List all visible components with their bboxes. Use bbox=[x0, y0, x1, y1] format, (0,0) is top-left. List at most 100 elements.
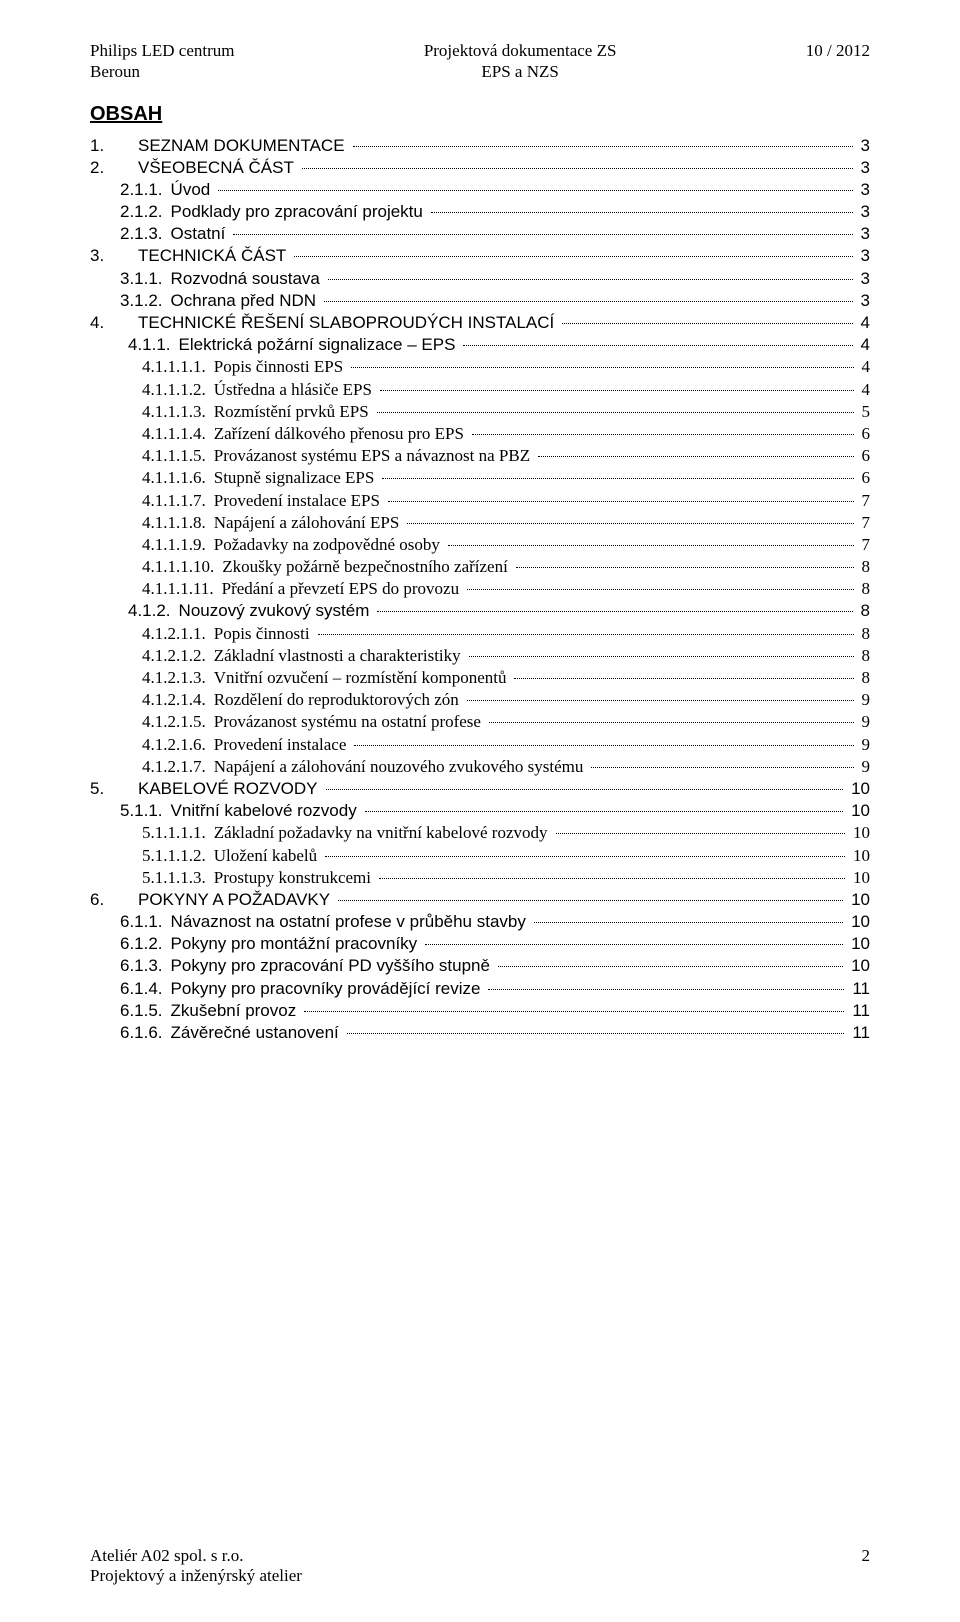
toc-number: 5.1.1. bbox=[120, 801, 171, 821]
toc-number: 4.1.2.1.1. bbox=[142, 624, 214, 644]
toc-page: 9 bbox=[858, 690, 871, 710]
toc-number: 4.1.1.1.5. bbox=[142, 446, 214, 466]
toc-label: POKYNY A POŽADAVKY bbox=[138, 890, 334, 910]
toc-row: 4.1.1.1.7.Provedení instalace EPS7 bbox=[90, 491, 870, 511]
toc-page: 3 bbox=[857, 158, 870, 178]
toc-leader-dots bbox=[302, 168, 853, 169]
toc-label: Nouzový zvukový systém bbox=[179, 601, 374, 621]
toc-number: 6.1.2. bbox=[120, 934, 171, 954]
footer-row: Ateliér A02 spol. s r.o. Projektový a in… bbox=[90, 1546, 870, 1586]
toc-row: 6.1.3.Pokyny pro zpracování PD vyššího s… bbox=[90, 956, 870, 976]
toc-label: VŠEOBECNÁ ČÁST bbox=[138, 158, 298, 178]
footer-left: Ateliér A02 spol. s r.o. Projektový a in… bbox=[90, 1546, 302, 1586]
toc-leader-dots bbox=[534, 922, 843, 923]
toc-label: Stupně signalizace EPS bbox=[214, 468, 379, 488]
toc-label: Základní vlastnosti a charakteristiky bbox=[214, 646, 465, 666]
toc-row: 2.1.2.Podklady pro zpracování projektu3 bbox=[90, 202, 870, 222]
toc-page: 9 bbox=[858, 735, 871, 755]
toc-label: Pokyny pro montážní pracovníky bbox=[171, 934, 422, 954]
toc-leader-dots bbox=[382, 478, 853, 479]
toc-leader-dots bbox=[304, 1011, 844, 1012]
toc-page: 3 bbox=[857, 180, 870, 200]
toc-row: 3.1.2.Ochrana před NDN3 bbox=[90, 291, 870, 311]
page: Philips LED centrum Beroun Projektová do… bbox=[0, 0, 960, 1622]
toc-number: 3.1.2. bbox=[120, 291, 171, 311]
toc-number: 2. bbox=[90, 158, 138, 178]
toc-page: 10 bbox=[847, 890, 870, 910]
table-of-contents: 1.SEZNAM DOKUMENTACE32.VŠEOBECNÁ ČÁST32.… bbox=[90, 136, 870, 1044]
toc-row: 4.1.1.1.2.Ústředna a hlásiče EPS4 bbox=[90, 380, 870, 400]
toc-leader-dots bbox=[233, 234, 852, 235]
toc-page: 10 bbox=[849, 823, 870, 843]
toc-leader-dots bbox=[472, 434, 854, 435]
toc-page: 11 bbox=[848, 1001, 870, 1021]
toc-leader-dots bbox=[294, 256, 852, 257]
toc-label: Předání a převzetí EPS do provozu bbox=[222, 579, 463, 599]
toc-label: Prostupy konstrukcemi bbox=[214, 868, 375, 888]
toc-label: Provázanost systému EPS a návaznost na P… bbox=[214, 446, 534, 466]
footer-page-number: 2 bbox=[862, 1546, 871, 1586]
toc-row: 6.1.1.Návaznost na ostatní profese v prů… bbox=[90, 912, 870, 932]
toc-label: Úvod bbox=[171, 180, 215, 200]
toc-label: Napájení a zálohování EPS bbox=[214, 513, 404, 533]
toc-leader-dots bbox=[562, 323, 852, 324]
toc-number: 4.1.1.1.1. bbox=[142, 357, 214, 377]
toc-row: 5.1.1.1.2.Uložení kabelů10 bbox=[90, 846, 870, 866]
toc-label: Vnitřní kabelové rozvody bbox=[171, 801, 361, 821]
toc-row: 1.SEZNAM DOKUMENTACE3 bbox=[90, 136, 870, 156]
toc-page: 8 bbox=[857, 601, 870, 621]
toc-page: 7 bbox=[858, 513, 871, 533]
toc-page: 3 bbox=[857, 224, 870, 244]
toc-number: 2.1.1. bbox=[120, 180, 171, 200]
toc-page: 8 bbox=[858, 646, 871, 666]
toc-leader-dots bbox=[514, 678, 853, 679]
toc-leader-dots bbox=[469, 656, 854, 657]
toc-label: Rozmístění prvků EPS bbox=[214, 402, 373, 422]
toc-page: 11 bbox=[848, 1023, 870, 1043]
toc-row: 6.1.6.Závěrečné ustanovení 11 bbox=[90, 1023, 870, 1043]
toc-label: Pokyny pro zpracování PD vyššího stupně bbox=[171, 956, 494, 976]
toc-leader-dots bbox=[218, 190, 852, 191]
toc-page: 8 bbox=[858, 624, 871, 644]
toc-row: 4.1.1.1.9.Požadavky na zodpovědné osoby7 bbox=[90, 535, 870, 555]
toc-page: 8 bbox=[858, 579, 871, 599]
toc-number: 4.1.1.1.4. bbox=[142, 424, 214, 444]
toc-number: 4.1.1.1.9. bbox=[142, 535, 214, 555]
toc-label: SEZNAM DOKUMENTACE bbox=[138, 136, 349, 156]
toc-page: 6 bbox=[858, 468, 871, 488]
toc-page: 10 bbox=[849, 846, 870, 866]
toc-row: 4.1.2.1.5.Provázanost systému na ostatní… bbox=[90, 712, 870, 732]
toc-label: Napájení a zálohování nouzového zvukovéh… bbox=[214, 757, 588, 777]
toc-label: Rozvodná soustava bbox=[171, 269, 324, 289]
toc-row: 5.1.1.1.3.Prostupy konstrukcemi10 bbox=[90, 868, 870, 888]
toc-row: 4.1.1.1.1.Popis činnosti EPS4 bbox=[90, 357, 870, 377]
toc-leader-dots bbox=[488, 989, 844, 990]
toc-page: 11 bbox=[848, 979, 870, 999]
toc-leader-dots bbox=[388, 501, 854, 502]
toc-leader-dots bbox=[489, 722, 854, 723]
toc-number: 3.1.1. bbox=[120, 269, 171, 289]
toc-number: 5.1.1.1.1. bbox=[142, 823, 214, 843]
toc-number: 2.1.3. bbox=[120, 224, 171, 244]
toc-page: 9 bbox=[858, 712, 871, 732]
toc-row: 2.1.3.Ostatní3 bbox=[90, 224, 870, 244]
toc-number: 4.1.1.1.2. bbox=[142, 380, 214, 400]
toc-leader-dots bbox=[467, 589, 853, 590]
toc-label: Návaznost na ostatní profese v průběhu s… bbox=[171, 912, 530, 932]
toc-number: 6.1.4. bbox=[120, 979, 171, 999]
toc-row: 2.1.1.Úvod 3 bbox=[90, 180, 870, 200]
toc-label: Závěrečné ustanovení bbox=[171, 1023, 343, 1043]
toc-label: Požadavky na zodpovědné osoby bbox=[214, 535, 444, 555]
toc-number: 4.1.1.1.11. bbox=[142, 579, 222, 599]
header-center: Projektová dokumentace ZS EPS a NZS bbox=[424, 40, 617, 83]
toc-leader-dots bbox=[347, 1033, 845, 1034]
toc-label: Vnitřní ozvučení – rozmístění komponentů bbox=[214, 668, 511, 688]
toc-number: 2.1.2. bbox=[120, 202, 171, 222]
toc-label: Ochrana před NDN bbox=[171, 291, 321, 311]
toc-number: 4.1.1.1.6. bbox=[142, 468, 214, 488]
toc-number: 6.1.3. bbox=[120, 956, 171, 976]
toc-row: 5.1.1.1.1.Základní požadavky na vnitřní … bbox=[90, 823, 870, 843]
toc-page: 10 bbox=[847, 956, 870, 976]
toc-label: Pokyny pro pracovníky provádějící revize bbox=[171, 979, 485, 999]
toc-number: 6.1.6. bbox=[120, 1023, 171, 1043]
